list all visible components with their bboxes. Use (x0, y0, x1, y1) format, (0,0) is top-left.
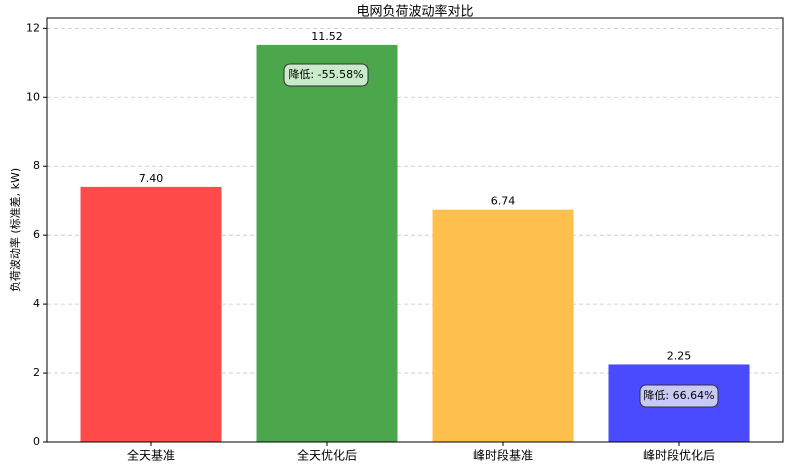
bar (256, 44, 398, 442)
y-tick-label: 12 (26, 21, 40, 34)
annotation-box (639, 384, 719, 408)
axes-frame (46, 17, 784, 443)
x-tick-label: 峰时段基准 (473, 448, 533, 463)
value-label: 6.74 (491, 195, 516, 208)
y-tick-label: 10 (26, 90, 40, 103)
y-tick-label: 6 (33, 228, 40, 241)
y-axis-label: 负荷波动率 (标准差, kW) (8, 168, 22, 292)
annotation: 降低: -55.58% (288, 67, 363, 81)
annotation-box (283, 63, 369, 87)
value-label: 7.40 (139, 172, 164, 185)
chart-title: 电网负荷波动率对比 (356, 4, 473, 20)
bar (432, 209, 574, 442)
value-label: 11.52 (311, 30, 343, 43)
x-tick-label: 全天基准 (127, 448, 175, 463)
y-tick-label: 8 (33, 159, 40, 172)
y-tick-label: 0 (33, 435, 40, 448)
annotation: 降低: 66.64% (643, 388, 714, 402)
plot-area: 0 2 4 6 8 10 12 7.40 全天基准 11.52 全天优化后 6.74 峰时段基准 2.25… (26, 21, 783, 463)
value-label: 2.25 (667, 349, 692, 362)
y-tick-label: 2 (33, 366, 40, 379)
bar (80, 186, 222, 442)
x-tick-label: 峰时段优化后 (643, 448, 715, 463)
x-tick-label: 全天优化后 (297, 448, 357, 463)
y-tick-label: 4 (33, 297, 40, 310)
